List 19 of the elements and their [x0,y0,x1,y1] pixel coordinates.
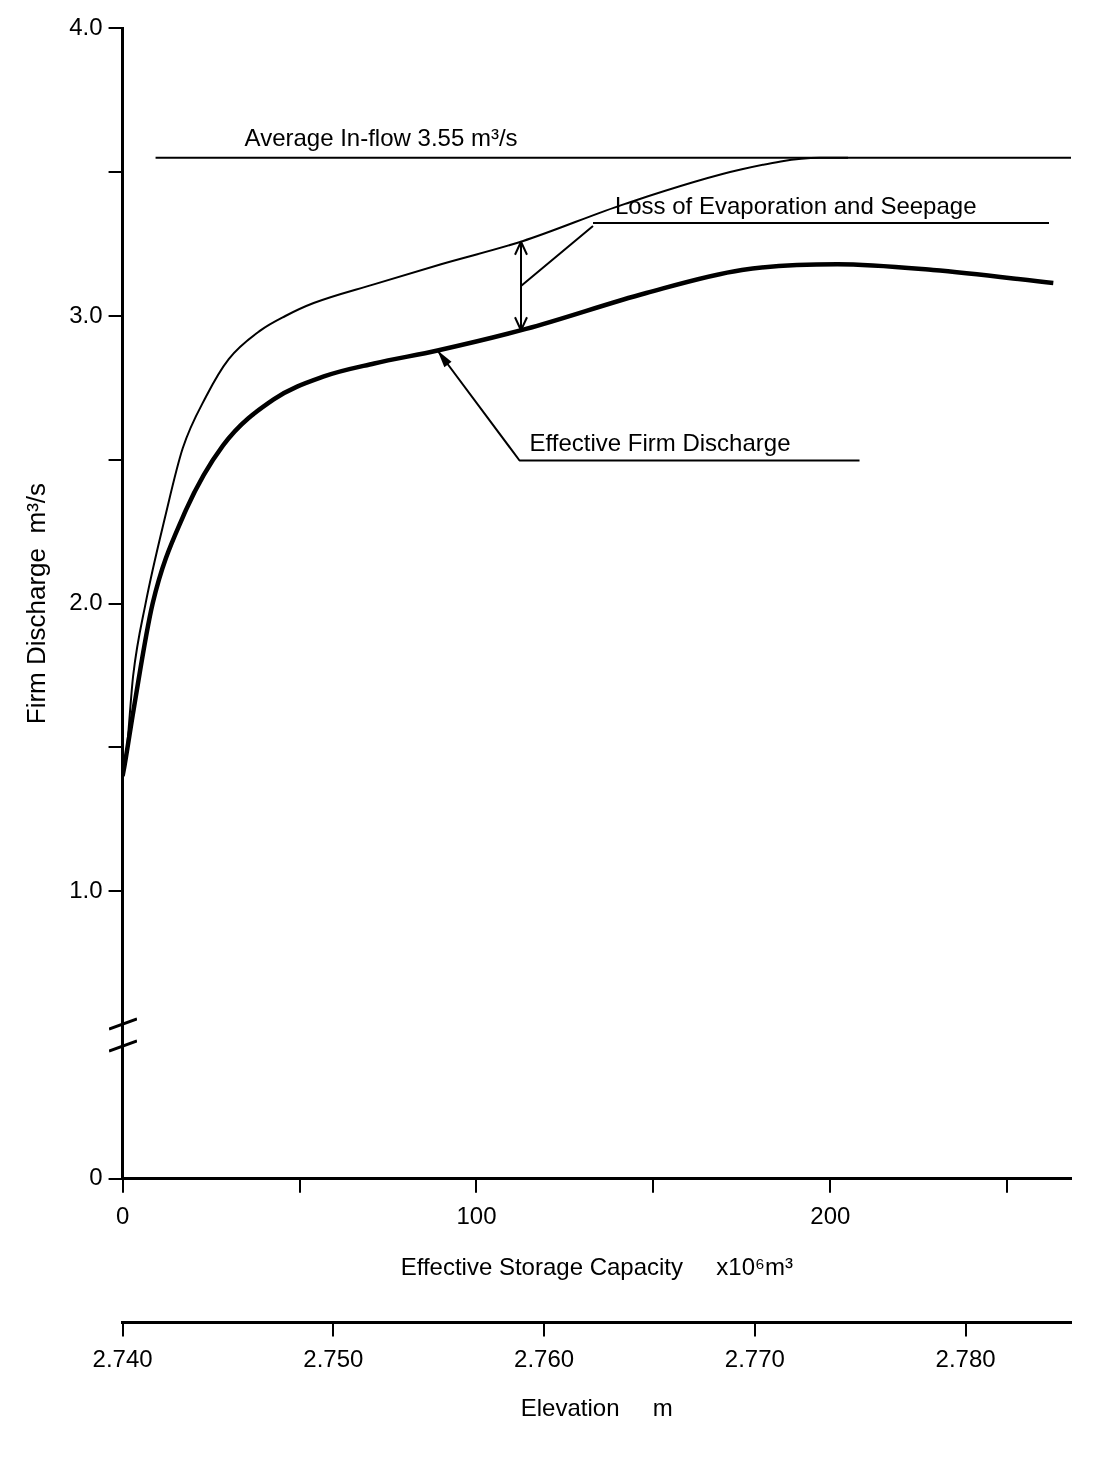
annotation: Loss of Evaporation and Seepage [592,191,1049,224]
y-tick-label: 0 [89,1163,103,1191]
x-tick-label: 100 [456,1201,497,1229]
annotation: Effective Firm Discharge [529,428,791,456]
x2-tick-label: 2.780 [935,1345,996,1373]
y-tick-label: 4.0 [69,13,103,41]
x-tick-label: 0 [115,1201,130,1229]
x-axis-title: Effective Storage Capacity x10⁶m³ [400,1252,793,1280]
x2-tick-label: 2.770 [724,1345,785,1373]
y-tick-label: 3.0 [69,300,103,328]
y-tick-label: 2.0 [69,588,103,616]
x2-tick-label: 2.760 [514,1345,575,1373]
ref-line-label: Average In-flow 3.55 m³/s [244,124,518,152]
y-tick-label: 1.0 [69,875,103,903]
x2-tick-label: 2.750 [303,1345,364,1373]
x2-axis-title: Elevation m [520,1394,673,1422]
x2-tick-label: 2.740 [92,1345,153,1373]
x-tick-label: 200 [810,1201,851,1229]
y-axis-title: Firm Discharge m³/s [20,482,51,725]
